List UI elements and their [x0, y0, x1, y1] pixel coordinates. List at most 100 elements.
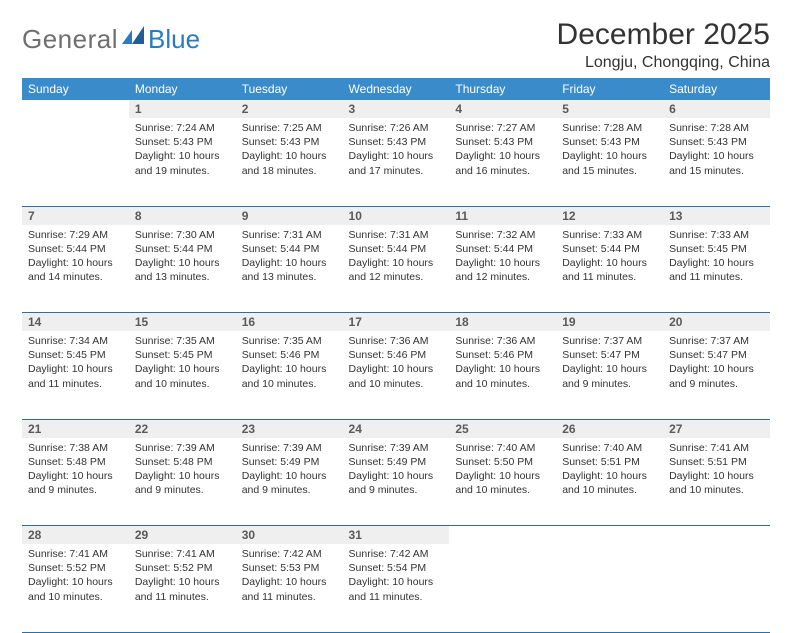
day-details: Sunrise: 7:40 AMSunset: 5:50 PMDaylight:…: [449, 438, 556, 504]
daylight-line: Daylight: 10 hours and 11 minutes.: [562, 256, 657, 284]
calendar-body: 123456Sunrise: 7:24 AMSunset: 5:43 PMDay…: [22, 100, 770, 632]
sunset-line: Sunset: 5:43 PM: [242, 135, 337, 149]
day-cell: Sunrise: 7:30 AMSunset: 5:44 PMDaylight:…: [129, 225, 236, 313]
sunset-line: Sunset: 5:43 PM: [455, 135, 550, 149]
day-cell: Sunrise: 7:38 AMSunset: 5:48 PMDaylight:…: [22, 438, 129, 526]
sunset-line: Sunset: 5:47 PM: [562, 348, 657, 362]
sunrise-line: Sunrise: 7:38 AM: [28, 441, 123, 455]
day-details: Sunrise: 7:28 AMSunset: 5:43 PMDaylight:…: [663, 118, 770, 184]
daylight-line: Daylight: 10 hours and 9 minutes.: [349, 469, 444, 497]
sunset-line: Sunset: 5:53 PM: [242, 561, 337, 575]
daylight-line: Daylight: 10 hours and 9 minutes.: [242, 469, 337, 497]
day-number: 16: [236, 313, 343, 332]
day-details: Sunrise: 7:27 AMSunset: 5:43 PMDaylight:…: [449, 118, 556, 184]
day-cell: Sunrise: 7:26 AMSunset: 5:43 PMDaylight:…: [343, 118, 450, 206]
daynum-row: 28293031: [22, 526, 770, 545]
daylight-line: Daylight: 10 hours and 10 minutes.: [28, 575, 123, 603]
day-cell: Sunrise: 7:39 AMSunset: 5:48 PMDaylight:…: [129, 438, 236, 526]
sunrise-line: Sunrise: 7:26 AM: [349, 121, 444, 135]
day-details: Sunrise: 7:41 AMSunset: 5:52 PMDaylight:…: [129, 544, 236, 610]
title-block: December 2025 Longju, Chongqing, China: [557, 18, 770, 72]
day-cell: Sunrise: 7:41 AMSunset: 5:52 PMDaylight:…: [22, 544, 129, 632]
sunset-line: Sunset: 5:48 PM: [28, 455, 123, 469]
day-cell: Sunrise: 7:36 AMSunset: 5:46 PMDaylight:…: [343, 331, 450, 419]
day-number: 19: [556, 313, 663, 332]
day-cell: [22, 118, 129, 206]
day-number: 6: [663, 100, 770, 118]
day-details: Sunrise: 7:29 AMSunset: 5:44 PMDaylight:…: [22, 225, 129, 291]
day-number: 30: [236, 526, 343, 545]
daylight-line: Daylight: 10 hours and 13 minutes.: [242, 256, 337, 284]
day-details: Sunrise: 7:31 AMSunset: 5:44 PMDaylight:…: [236, 225, 343, 291]
sunrise-line: Sunrise: 7:41 AM: [669, 441, 764, 455]
sunrise-line: Sunrise: 7:42 AM: [349, 547, 444, 561]
sunrise-line: Sunrise: 7:40 AM: [562, 441, 657, 455]
daynum-row: 78910111213: [22, 206, 770, 225]
daynum-row: 14151617181920: [22, 313, 770, 332]
location-label: Longju, Chongqing, China: [557, 54, 770, 72]
sunrise-line: Sunrise: 7:40 AM: [455, 441, 550, 455]
sunset-line: Sunset: 5:48 PM: [135, 455, 230, 469]
sunrise-line: Sunrise: 7:35 AM: [135, 334, 230, 348]
day-cell: [449, 544, 556, 632]
day-cell: Sunrise: 7:37 AMSunset: 5:47 PMDaylight:…: [556, 331, 663, 419]
sunrise-line: Sunrise: 7:30 AM: [135, 228, 230, 242]
day-details: Sunrise: 7:32 AMSunset: 5:44 PMDaylight:…: [449, 225, 556, 291]
sunrise-line: Sunrise: 7:36 AM: [349, 334, 444, 348]
day-details: Sunrise: 7:30 AMSunset: 5:44 PMDaylight:…: [129, 225, 236, 291]
sunrise-line: Sunrise: 7:24 AM: [135, 121, 230, 135]
day-number: 21: [22, 419, 129, 438]
sunset-line: Sunset: 5:49 PM: [349, 455, 444, 469]
sunset-line: Sunset: 5:47 PM: [669, 348, 764, 362]
day-details: Sunrise: 7:41 AMSunset: 5:52 PMDaylight:…: [22, 544, 129, 610]
day-cell: Sunrise: 7:41 AMSunset: 5:51 PMDaylight:…: [663, 438, 770, 526]
daylight-line: Daylight: 10 hours and 13 minutes.: [135, 256, 230, 284]
sunset-line: Sunset: 5:54 PM: [349, 561, 444, 575]
daylight-line: Daylight: 10 hours and 10 minutes.: [135, 362, 230, 390]
sunrise-line: Sunrise: 7:39 AM: [242, 441, 337, 455]
sunrise-line: Sunrise: 7:28 AM: [562, 121, 657, 135]
daylight-line: Daylight: 10 hours and 11 minutes.: [669, 256, 764, 284]
calendar-page: General Blue December 2025 Longju, Chong…: [0, 0, 792, 612]
sunset-line: Sunset: 5:44 PM: [455, 242, 550, 256]
sunset-line: Sunset: 5:43 PM: [562, 135, 657, 149]
day-number: 12: [556, 206, 663, 225]
logo-text-blue: Blue: [148, 24, 200, 55]
week-row: Sunrise: 7:29 AMSunset: 5:44 PMDaylight:…: [22, 225, 770, 313]
day-number: [22, 100, 129, 118]
weekday-header: Tuesday: [236, 78, 343, 100]
day-number: 15: [129, 313, 236, 332]
week-row: Sunrise: 7:34 AMSunset: 5:45 PMDaylight:…: [22, 331, 770, 419]
day-number: 11: [449, 206, 556, 225]
day-cell: Sunrise: 7:32 AMSunset: 5:44 PMDaylight:…: [449, 225, 556, 313]
day-details: Sunrise: 7:28 AMSunset: 5:43 PMDaylight:…: [556, 118, 663, 184]
sunset-line: Sunset: 5:51 PM: [669, 455, 764, 469]
sunrise-line: Sunrise: 7:42 AM: [242, 547, 337, 561]
daylight-line: Daylight: 10 hours and 9 minutes.: [669, 362, 764, 390]
day-details: Sunrise: 7:31 AMSunset: 5:44 PMDaylight:…: [343, 225, 450, 291]
day-number: 20: [663, 313, 770, 332]
daylight-line: Daylight: 10 hours and 10 minutes.: [242, 362, 337, 390]
day-details: Sunrise: 7:34 AMSunset: 5:45 PMDaylight:…: [22, 331, 129, 397]
sunset-line: Sunset: 5:45 PM: [28, 348, 123, 362]
sunset-line: Sunset: 5:45 PM: [669, 242, 764, 256]
sunset-line: Sunset: 5:43 PM: [349, 135, 444, 149]
day-number: 10: [343, 206, 450, 225]
sunrise-line: Sunrise: 7:35 AM: [242, 334, 337, 348]
day-number: [663, 526, 770, 545]
day-cell: Sunrise: 7:31 AMSunset: 5:44 PMDaylight:…: [236, 225, 343, 313]
sunrise-line: Sunrise: 7:29 AM: [28, 228, 123, 242]
day-details: Sunrise: 7:35 AMSunset: 5:45 PMDaylight:…: [129, 331, 236, 397]
daylight-line: Daylight: 10 hours and 15 minutes.: [562, 149, 657, 177]
sunset-line: Sunset: 5:44 PM: [135, 242, 230, 256]
day-number: 17: [343, 313, 450, 332]
weekday-header: Saturday: [663, 78, 770, 100]
day-details: Sunrise: 7:36 AMSunset: 5:46 PMDaylight:…: [449, 331, 556, 397]
day-details: Sunrise: 7:41 AMSunset: 5:51 PMDaylight:…: [663, 438, 770, 504]
sunset-line: Sunset: 5:50 PM: [455, 455, 550, 469]
day-details: Sunrise: 7:39 AMSunset: 5:49 PMDaylight:…: [343, 438, 450, 504]
daylight-line: Daylight: 10 hours and 17 minutes.: [349, 149, 444, 177]
daylight-line: Daylight: 10 hours and 12 minutes.: [349, 256, 444, 284]
day-number: 14: [22, 313, 129, 332]
daylight-line: Daylight: 10 hours and 9 minutes.: [28, 469, 123, 497]
